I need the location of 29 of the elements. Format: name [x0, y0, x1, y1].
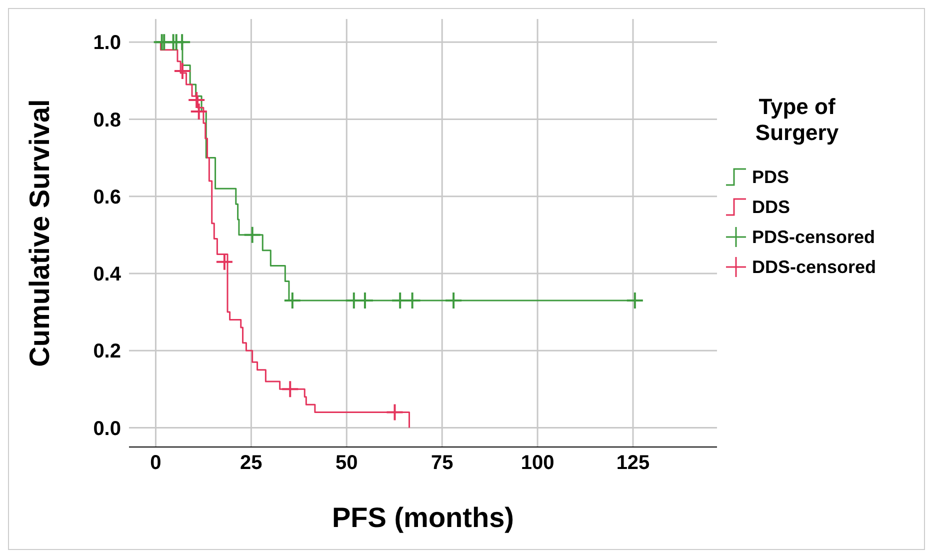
legend-label: PDS: [752, 166, 790, 188]
point: [386, 403, 404, 422]
x-tick-label: 125: [616, 452, 650, 474]
x-tick-label: 75: [430, 452, 454, 474]
y-tick-label: 0.4: [93, 264, 122, 286]
point: [626, 291, 644, 310]
y-tick-label: 0.6: [93, 186, 121, 208]
legend-label: DDS-censored: [752, 256, 876, 278]
legend-label: PDS-censored: [752, 226, 876, 248]
point: [190, 102, 208, 121]
legend-label: DDS: [752, 196, 790, 218]
x-tick-label: 0: [150, 452, 162, 474]
point: [243, 226, 262, 244]
point: [173, 33, 192, 52]
point: [188, 90, 206, 109]
x-tick-label: 50: [336, 452, 358, 474]
y-tick-label: 0.8: [93, 109, 121, 132]
y-tick-label: 0.2: [93, 340, 121, 363]
y-tick-label: 1.0: [93, 32, 121, 54]
point: [173, 62, 192, 80]
y-axis-title: Cumulative Survival: [24, 99, 55, 367]
x-tick-label: 100: [520, 452, 554, 474]
point: [283, 291, 302, 310]
legend-title: Type of Surgery: [754, 94, 840, 146]
y-tick-label: 0.0: [93, 418, 121, 440]
x-axis-title: PFS (months): [332, 502, 514, 533]
point: [444, 291, 463, 310]
point: [281, 380, 300, 398]
x-tick-label: 25: [240, 452, 262, 474]
